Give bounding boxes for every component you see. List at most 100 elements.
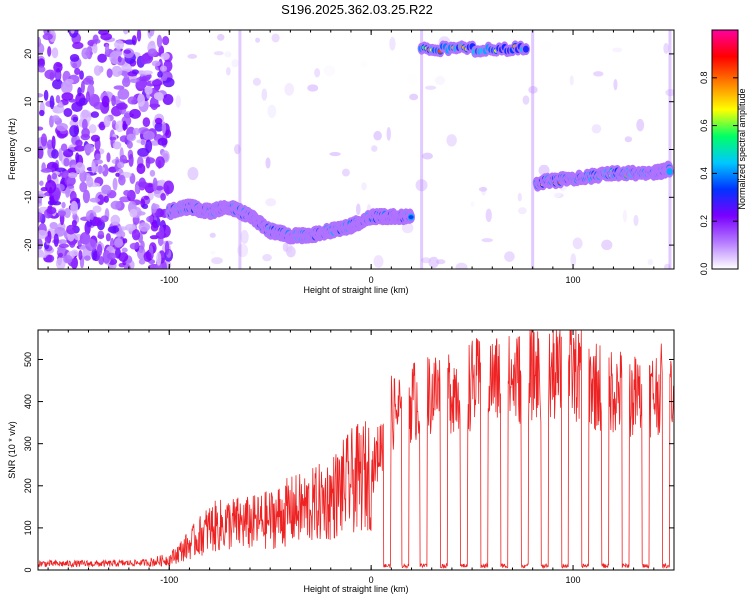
noise-blob <box>663 42 669 54</box>
noise-blob <box>114 39 125 50</box>
noise-blob <box>90 111 99 118</box>
noise-blob <box>53 61 63 73</box>
noise-blob <box>100 32 113 41</box>
colorbar-label: Normalized spectral amplitude <box>737 88 747 209</box>
snr-line <box>38 330 674 570</box>
noise-blob <box>209 232 216 238</box>
noise-blob <box>252 77 261 86</box>
noise-blob <box>98 164 103 175</box>
noise-blob <box>75 139 83 147</box>
track-body <box>522 45 529 53</box>
noise-blob <box>164 240 170 255</box>
noise-blob <box>591 124 602 134</box>
noise-blob <box>109 136 117 141</box>
noise-blob <box>113 85 125 90</box>
noise-blob <box>128 153 134 167</box>
noise-blob <box>45 179 57 194</box>
snr-y-ticks: 0 100 200 300 400 500 <box>23 352 674 573</box>
noise-blob <box>106 68 113 78</box>
noise-blob <box>86 176 94 188</box>
noise-blob <box>64 175 76 187</box>
noise-blob <box>285 241 293 253</box>
noise-blob <box>66 224 76 235</box>
noise-blob <box>105 233 111 242</box>
noise-blob <box>144 85 153 95</box>
noise-blob <box>428 256 439 268</box>
noise-blob <box>156 34 163 48</box>
noise-blob <box>636 118 645 132</box>
noise-blob <box>52 79 63 90</box>
noise-blob <box>131 35 137 46</box>
noise-blob <box>51 172 58 180</box>
y-tick-label: 300 <box>23 436 33 451</box>
noise-blob <box>517 192 522 202</box>
noise-blob <box>75 152 80 163</box>
noise-blob <box>112 141 122 150</box>
noise-blob <box>211 257 223 265</box>
y-tick-label: 400 <box>23 394 33 409</box>
noise-blob <box>111 94 116 107</box>
noise-blob <box>145 139 153 153</box>
y-tick-label: 0 <box>23 147 33 152</box>
noise-blob <box>85 91 90 103</box>
noise-blob <box>613 78 618 91</box>
noise-blob <box>96 244 103 257</box>
noise-blob <box>95 153 101 161</box>
chart-title: S196.2025.362.03.25.R22 <box>281 2 433 17</box>
noise-blob <box>158 225 165 239</box>
noise-blob <box>89 197 101 203</box>
colorbar-scale <box>711 29 739 270</box>
noise-blob <box>38 58 45 69</box>
noise-blob <box>231 59 239 68</box>
noise-blob <box>63 108 73 117</box>
noise-blob <box>45 254 55 263</box>
noise-blob <box>57 210 67 217</box>
noise-blob <box>97 194 105 206</box>
y-tick-label: -20 <box>23 239 33 252</box>
noise-blob <box>53 233 59 247</box>
spectrogram-x-label: Height of straight line (km) <box>303 285 408 295</box>
noise-blob <box>69 190 77 202</box>
noise-blob <box>517 207 527 215</box>
noise-blob <box>163 180 174 195</box>
noise-blob <box>49 95 55 110</box>
noise-blob <box>51 135 56 150</box>
noise-blob <box>157 137 168 146</box>
x-tick-label: 100 <box>566 575 581 585</box>
noise-blob <box>46 206 57 215</box>
y-tick-label: 200 <box>23 478 33 493</box>
x-tick-label: 0 <box>369 575 374 585</box>
noise-blob <box>124 112 130 119</box>
noise-blob <box>140 54 149 65</box>
noise-blob <box>234 144 241 155</box>
noise-blob <box>117 88 130 100</box>
noise-blob <box>213 51 224 56</box>
noise-blob <box>129 108 141 119</box>
noise-blob <box>91 248 98 261</box>
noise-blob <box>93 65 102 76</box>
noise-blob <box>115 172 120 177</box>
noise-blob <box>323 65 336 77</box>
noise-blob <box>136 163 146 175</box>
noise-blob <box>53 187 61 202</box>
noise-blob <box>216 33 225 41</box>
noise-blob <box>265 198 277 207</box>
noise-blob <box>54 167 66 172</box>
noise-blob <box>39 180 44 186</box>
noise-blob <box>107 226 120 234</box>
noise-blob <box>90 134 100 142</box>
noise-blob <box>136 246 146 260</box>
noise-blob <box>409 93 419 101</box>
noise-blob <box>63 157 70 167</box>
noise-blob <box>355 203 361 216</box>
noise-blob <box>141 203 149 210</box>
noise-blob <box>131 69 139 75</box>
noise-blob <box>103 195 109 203</box>
noise-blob <box>118 252 129 262</box>
vertical-streak <box>238 30 242 269</box>
noise-blob <box>160 193 166 201</box>
noise-blob <box>126 140 133 149</box>
noise-blob <box>424 85 437 90</box>
noise-blob <box>237 243 249 258</box>
noise-blob <box>435 259 446 265</box>
